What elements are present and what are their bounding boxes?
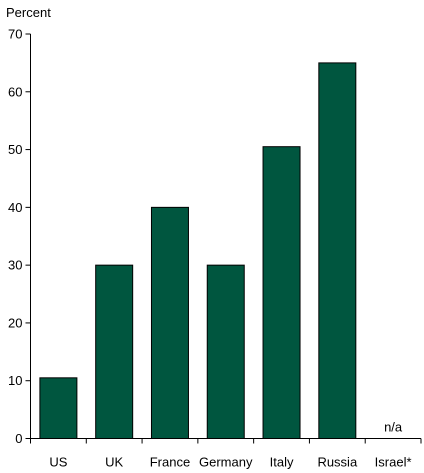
- bar-us: [39, 377, 78, 440]
- y-tick-label: 70: [8, 27, 22, 42]
- y-tick-label: 30: [8, 258, 22, 273]
- x-axis-tick-labels: US UK France Germany Italy Russia Israel*: [49, 455, 411, 470]
- y-tick-label: 50: [8, 142, 22, 157]
- y-tick-label: 40: [8, 200, 22, 215]
- x-tick-label: Germany: [199, 455, 253, 470]
- x-tick-label: US: [49, 455, 67, 470]
- bar-germany: [206, 264, 245, 439]
- x-tick-label: Italy: [270, 455, 294, 470]
- y-tick-label: 10: [8, 373, 22, 388]
- x-tick-label: Russia: [317, 455, 358, 470]
- bar-italy: [262, 146, 301, 440]
- bars: n/a: [39, 62, 403, 440]
- y-axis-ticks: 0 10 20 30 40 50 60 70: [8, 27, 422, 446]
- bar-uk: [95, 264, 134, 439]
- x-tick-label: France: [150, 455, 190, 470]
- bar-france: [150, 206, 189, 439]
- y-axis-label: Percent: [6, 5, 51, 20]
- x-tick-label: UK: [105, 455, 123, 470]
- bar-annotation: n/a: [384, 420, 403, 435]
- x-tick-label: Israel*: [375, 455, 412, 470]
- y-tick-label: 0: [15, 431, 22, 446]
- bar-russia: [318, 62, 357, 440]
- y-tick-label: 60: [8, 84, 22, 99]
- y-tick-label: 20: [8, 315, 22, 330]
